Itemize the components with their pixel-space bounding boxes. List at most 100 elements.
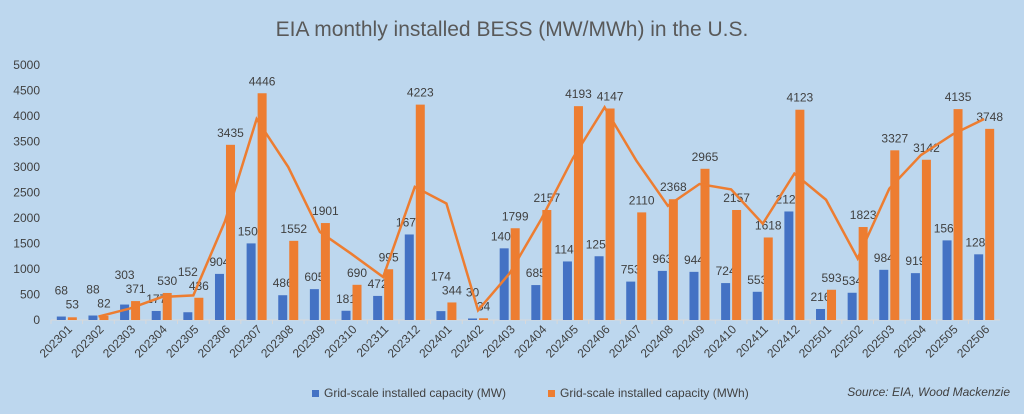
bar-mw — [562, 261, 572, 320]
bar-mwh — [605, 108, 615, 321]
bar-mwh — [131, 301, 141, 320]
bar-mw — [56, 316, 66, 320]
y-tick-label: 5000 — [13, 58, 40, 72]
data-label-mw: 486 — [273, 276, 293, 290]
bar-mwh — [573, 106, 583, 320]
trendline-mwh — [98, 104, 985, 318]
data-label-mw: 904 — [209, 255, 229, 269]
data-label-mw: 174 — [431, 269, 451, 283]
data-label-mw: 216 — [811, 290, 831, 304]
x-tick-label: 202304 — [132, 322, 170, 360]
bar-mw — [721, 283, 731, 320]
bar-mwh — [668, 199, 678, 320]
bar-mwh — [67, 317, 77, 320]
bar-mwh — [985, 128, 995, 320]
y-tick-label: 1500 — [13, 237, 40, 251]
x-tick-label: 202306 — [195, 322, 233, 360]
data-label-mwh: 1901 — [312, 204, 339, 218]
bar-mwh — [858, 227, 868, 320]
bar-mwh — [763, 237, 773, 320]
x-tick-label: 202307 — [227, 322, 265, 360]
x-tick-label: 202311 — [354, 322, 392, 360]
x-tick-label: 202502 — [828, 322, 866, 360]
x-tick-label: 202303 — [100, 322, 138, 360]
bar-mwh — [700, 168, 710, 320]
data-label-mw: 472 — [368, 277, 388, 291]
bar-mw — [879, 269, 889, 320]
data-label-mwh: 4446 — [249, 74, 276, 88]
data-label-mwh: 3142 — [913, 141, 940, 155]
chart-title: EIA monthly installed BESS (MW/MWh) in t… — [275, 18, 749, 41]
x-tick-label: 202402 — [448, 322, 486, 360]
bar-mw — [942, 240, 952, 320]
data-label-mwh: 82 — [97, 297, 111, 311]
bar-mwh — [225, 144, 235, 320]
bar-mw — [436, 311, 446, 320]
x-tick-label: 202401 — [416, 322, 454, 360]
y-tick-label: 2500 — [13, 186, 40, 200]
source-note: Source: EIA, Wood Mackenzie — [847, 385, 1010, 399]
x-tick-label: 202302 — [68, 322, 106, 360]
data-label-mw: 944 — [684, 253, 704, 267]
legend-swatch-mw — [312, 389, 319, 397]
data-label-mw: 534 — [842, 274, 862, 288]
x-tick-label: 202409 — [669, 322, 707, 360]
bar-mw — [278, 295, 288, 320]
bar-mwh — [921, 159, 931, 320]
data-label-mwh: 34 — [477, 299, 491, 313]
x-tick-label: 202312 — [385, 322, 423, 360]
bar-mw — [847, 292, 857, 320]
bar-mwh — [257, 93, 267, 320]
data-label-mw: 605 — [304, 270, 324, 284]
data-label-mw: 984 — [874, 251, 894, 265]
data-label-mwh: 4147 — [597, 90, 624, 104]
bar-mw — [120, 304, 130, 320]
data-label-mwh: 4123 — [787, 91, 814, 105]
y-tick-label: 2000 — [13, 211, 40, 225]
data-label-mwh: 4223 — [407, 86, 434, 100]
bar-mwh — [99, 315, 109, 320]
bar-mwh — [162, 292, 172, 320]
data-label-mw: 963 — [652, 252, 672, 266]
x-tick-label: 202309 — [290, 322, 328, 360]
x-tick-label: 202506 — [954, 322, 992, 360]
data-label-mwh: 1799 — [502, 209, 529, 223]
bar-mwh — [320, 223, 330, 320]
data-label-mw: 919 — [905, 254, 925, 268]
bar-mwh — [890, 150, 900, 320]
x-tick-label: 202504 — [891, 322, 929, 360]
legend-item-mwh: Grid-scale installed capacity (MWh) — [548, 386, 749, 400]
bar-mw — [689, 271, 699, 320]
bar-mwh — [637, 212, 647, 320]
data-label-mwh: 3327 — [881, 131, 908, 145]
bar-mw — [974, 254, 984, 320]
data-label-mw: 181 — [336, 292, 356, 306]
bar-mw — [816, 308, 826, 320]
data-label-mwh: 1552 — [280, 222, 307, 236]
bar-mw — [499, 248, 509, 320]
x-tick-label: 202407 — [606, 322, 644, 360]
data-label-mwh: 593 — [822, 271, 842, 285]
data-label-mwh: 2157 — [533, 191, 560, 205]
bar-mw — [246, 243, 256, 320]
bar-mw — [341, 310, 351, 320]
data-label-mw: 553 — [747, 273, 767, 287]
bar-mw — [594, 256, 604, 320]
legend-swatch-mwh — [548, 389, 555, 397]
data-label-mwh: 2965 — [692, 150, 719, 164]
x-tick-label: 202406 — [574, 322, 612, 360]
x-tick-label: 202405 — [543, 322, 581, 360]
data-label-mwh: 690 — [347, 266, 367, 280]
y-tick-label: 500 — [20, 288, 40, 302]
x-tick-label: 202301 — [37, 322, 75, 360]
bar-mw — [309, 289, 319, 320]
bar-mwh — [795, 109, 805, 321]
y-tick-label: 4500 — [13, 84, 40, 98]
data-label-mwh: 530 — [157, 274, 177, 288]
data-label-mw: 685 — [526, 266, 546, 280]
bar-mwh — [732, 209, 742, 320]
bar-mwh — [415, 104, 425, 320]
bar-mwh — [953, 109, 963, 321]
x-tick-label: 202412 — [764, 322, 802, 360]
